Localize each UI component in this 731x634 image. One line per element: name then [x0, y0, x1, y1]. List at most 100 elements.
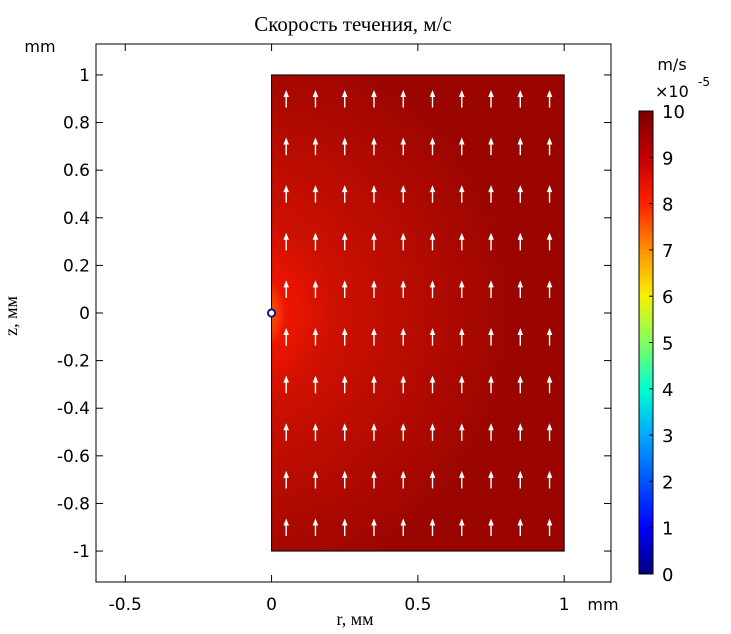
- colorbar-tick-label: 4: [662, 380, 673, 401]
- velocity-arrow: [371, 518, 377, 537]
- y-tick-label: 1: [79, 66, 90, 86]
- velocity-arrow: [283, 185, 289, 203]
- velocity-arrow: [341, 232, 348, 251]
- velocity-arrow: [312, 232, 319, 251]
- velocity-arrow: [546, 470, 553, 489]
- velocity-arrows: [283, 89, 553, 537]
- velocity-arrow: [312, 137, 319, 156]
- velocity-arrow: [517, 137, 524, 156]
- velocity-arrow: [429, 232, 436, 251]
- colorbar-tick-label: 1: [662, 519, 673, 540]
- velocity-arrow: [341, 327, 348, 346]
- x-axis-label: r, мм: [336, 609, 373, 629]
- velocity-arrow: [488, 518, 494, 537]
- velocity-arrow: [400, 327, 407, 346]
- velocity-arrow: [312, 375, 319, 394]
- colorbar-multiplier: ×10: [655, 82, 689, 101]
- velocity-arrow: [488, 470, 494, 489]
- x-axis-ticks: -0.5 0 0.5 1: [109, 44, 570, 615]
- velocity-arrow: [400, 518, 407, 537]
- y-tick-label: -0.6: [57, 447, 90, 467]
- velocity-arrow: [400, 185, 407, 203]
- velocity-arrow: [458, 137, 465, 156]
- velocity-arrow: [341, 375, 348, 394]
- velocity-arrow: [488, 89, 494, 108]
- velocity-arrow: [371, 280, 377, 299]
- velocity-arrow: [429, 185, 436, 203]
- velocity-arrow: [458, 518, 465, 537]
- velocity-arrow: [341, 185, 348, 203]
- velocity-arrow: [488, 280, 494, 299]
- velocity-arrow: [488, 375, 494, 394]
- velocity-arrow: [312, 327, 319, 346]
- velocity-arrow: [371, 375, 377, 394]
- velocity-arrow: [546, 423, 553, 441]
- velocity-arrow: [283, 518, 289, 537]
- velocity-arrow: [517, 518, 524, 537]
- velocity-arrow: [341, 518, 348, 537]
- flow-domain: [271, 74, 565, 552]
- velocity-arrow: [546, 375, 553, 394]
- velocity-arrow: [458, 375, 465, 394]
- velocity-arrow: [546, 232, 553, 251]
- velocity-arrow: [429, 327, 436, 346]
- source-point: [266, 308, 277, 318]
- velocity-arrow: [371, 137, 377, 156]
- velocity-arrow: [488, 137, 494, 156]
- velocity-arrow: [400, 470, 407, 489]
- velocity-arrow: [400, 375, 407, 394]
- y-tick-label: -0.2: [57, 352, 90, 372]
- colorbar-tick-label: 5: [662, 334, 673, 355]
- velocity-arrow: [458, 280, 465, 299]
- velocity-arrow: [488, 232, 494, 251]
- velocity-arrow: [283, 470, 289, 489]
- velocity-arrow: [458, 327, 465, 346]
- y-axis-ticks: 1 0.8 0.6 0.4 0.2 0 -0.2 -0.4 -0.6 -0.8 -1: [57, 66, 611, 562]
- velocity-arrow: [546, 327, 553, 346]
- velocity-arrow: [429, 423, 436, 441]
- velocity-arrow: [371, 185, 377, 203]
- velocity-arrow: [283, 89, 289, 108]
- velocity-arrow: [400, 137, 407, 156]
- velocity-arrow: [517, 89, 524, 108]
- velocity-arrow: [429, 280, 436, 299]
- velocity-arrow: [371, 470, 377, 489]
- velocity-arrow: [458, 89, 465, 108]
- colorbar-exponent: -5: [698, 75, 710, 89]
- colorbar-tick-label: 8: [662, 195, 673, 216]
- velocity-arrow: [458, 423, 465, 441]
- y-tick-label: 0: [79, 304, 90, 324]
- velocity-arrow: [312, 185, 319, 203]
- y-axis-label: z, мм: [1, 296, 21, 336]
- velocity-arrow: [283, 280, 289, 299]
- velocity-arrow: [341, 423, 348, 441]
- velocity-arrow: [400, 232, 407, 251]
- velocity-arrow: [517, 280, 524, 299]
- colorbar-tick-label: 6: [662, 287, 673, 308]
- y-tick-label: -0.8: [57, 494, 90, 514]
- velocity-arrow: [312, 423, 319, 441]
- colorbar-tick-label: 3: [662, 426, 673, 447]
- velocity-arrow: [371, 423, 377, 441]
- velocity-arrow: [546, 280, 553, 299]
- velocity-arrow: [283, 375, 289, 394]
- velocity-arrow: [517, 470, 524, 489]
- y-tick-label: 0.2: [63, 256, 90, 276]
- chart-title: Скорость течения, м/с: [254, 12, 451, 36]
- velocity-arrow: [458, 470, 465, 489]
- y-tick-label: 0.4: [63, 209, 90, 229]
- y-tick-label: 0.6: [63, 161, 90, 181]
- velocity-arrow: [371, 327, 377, 346]
- velocity-arrow: [283, 327, 289, 346]
- velocity-arrow: [400, 280, 407, 299]
- velocity-arrow: [283, 137, 289, 156]
- velocity-arrow: [546, 89, 553, 108]
- x-tick-label: 1: [559, 595, 570, 615]
- velocity-arrow: [546, 518, 553, 537]
- velocity-arrow: [371, 232, 377, 251]
- velocity-arrow: [312, 470, 319, 489]
- velocity-arrow: [517, 423, 524, 441]
- colorbar-tick-label: 7: [662, 241, 673, 262]
